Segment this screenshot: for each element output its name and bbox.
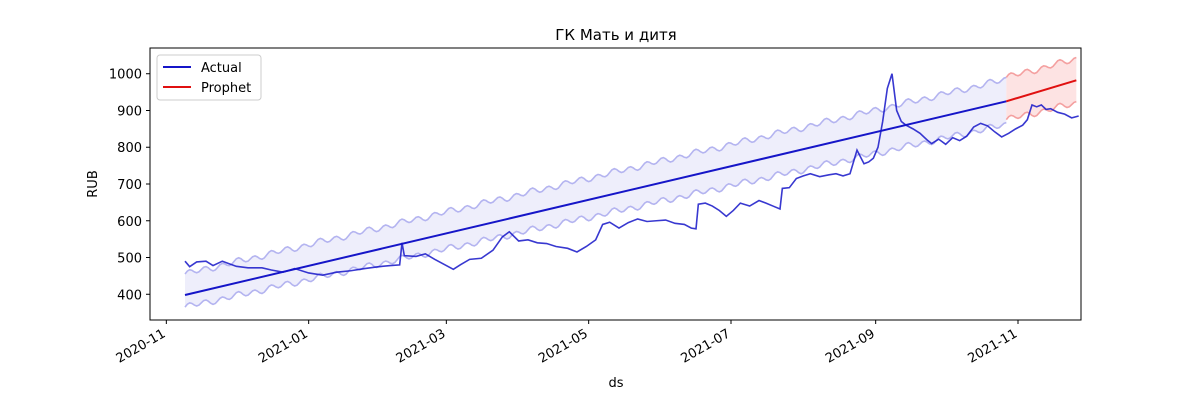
actual-fit-line xyxy=(184,100,1007,296)
confidence-bands xyxy=(184,56,1077,308)
y-tick-label: 500 xyxy=(117,252,142,267)
y-tick-label: 800 xyxy=(117,141,142,156)
y-tick-label: 700 xyxy=(117,178,142,193)
y-tick-label: 900 xyxy=(117,104,142,119)
prophet-band-upper xyxy=(1005,56,1077,78)
y-tick-label: 400 xyxy=(117,288,142,303)
legend: Actual Prophet xyxy=(156,54,262,101)
y-axis-ticks: 400 500 600 700 800 900 1000 xyxy=(109,68,150,303)
x-tick-label: 2021-11 xyxy=(965,326,1020,366)
y-tick-label: 1000 xyxy=(109,68,142,83)
actual-band-fill xyxy=(185,77,1007,308)
prophet-band-lower xyxy=(1005,100,1077,121)
prophet-band-fill xyxy=(1006,57,1077,120)
x-tick-label: 2020-11 xyxy=(114,326,169,366)
y-tick-label: 600 xyxy=(117,215,142,230)
series-lines xyxy=(184,73,1079,296)
legend-actual-label: Actual xyxy=(201,61,242,76)
prophet-forecast-line xyxy=(1006,79,1077,103)
x-tick-label: 2021-05 xyxy=(536,326,591,366)
y-axis-label: RUB xyxy=(86,170,101,197)
actual-observed-line xyxy=(184,73,1079,276)
x-axis-label: ds xyxy=(608,376,623,391)
legend-prophet-label: Prophet xyxy=(201,81,251,96)
x-tick-label: 2021-09 xyxy=(823,326,878,366)
x-tick-label: 2021-07 xyxy=(678,326,733,366)
chart-title: ГК Мать и дитя xyxy=(555,26,676,44)
x-axis-ticks: 2020-11 2021-01 2021-03 2021-05 2021-07 2021-… xyxy=(114,320,1020,367)
x-tick-label: 2021-01 xyxy=(256,326,311,366)
x-tick-label: 2021-03 xyxy=(394,326,449,366)
actual-band-upper xyxy=(184,76,1007,275)
actual-band-lower xyxy=(184,121,1007,308)
